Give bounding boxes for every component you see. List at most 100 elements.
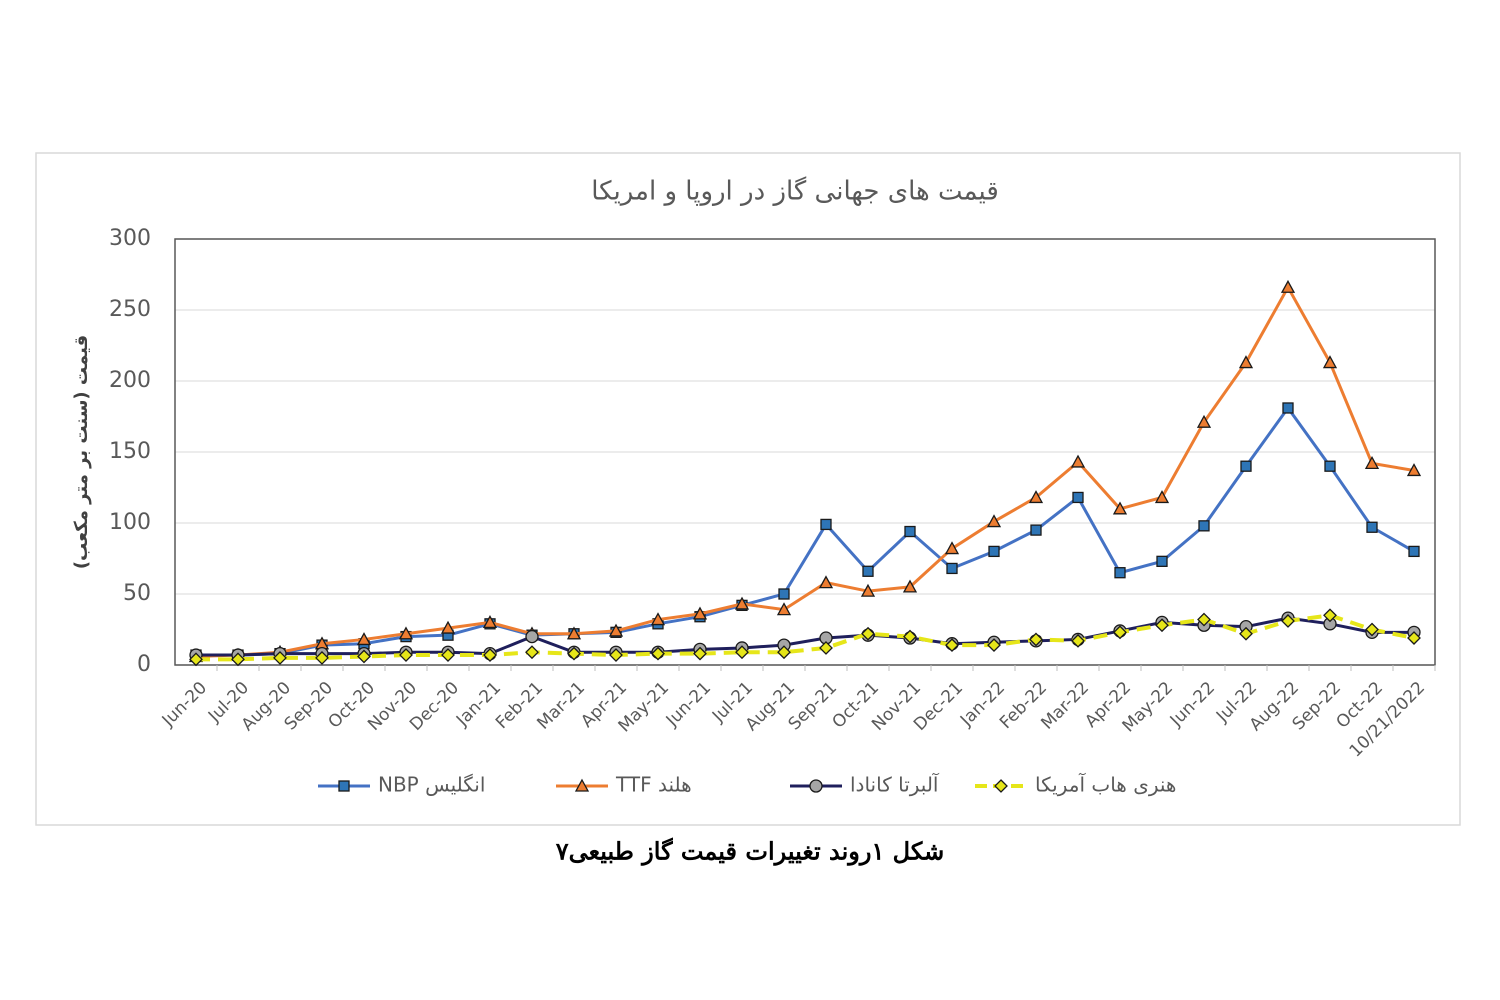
point-marker bbox=[608, 623, 624, 637]
point-marker bbox=[1238, 355, 1254, 369]
point-marker bbox=[1240, 460, 1252, 472]
legend-item: هنری هاب آمریکا bbox=[975, 772, 1176, 797]
point-marker bbox=[946, 562, 958, 575]
point-marker bbox=[357, 649, 371, 664]
point-marker bbox=[1406, 463, 1422, 477]
legend-item: آلبرتا کانادا bbox=[790, 772, 940, 797]
point-marker bbox=[1364, 456, 1380, 470]
series bbox=[188, 279, 1422, 663]
point-marker bbox=[650, 612, 666, 626]
point-marker bbox=[818, 575, 834, 589]
point-marker bbox=[231, 652, 245, 667]
point-marker bbox=[1072, 491, 1084, 504]
point-marker bbox=[1323, 608, 1337, 623]
series-line bbox=[196, 616, 1414, 657]
point-marker bbox=[1239, 626, 1253, 641]
point-marker bbox=[651, 646, 665, 661]
point-marker bbox=[1281, 614, 1295, 628]
point-marker bbox=[1408, 545, 1420, 558]
point-marker bbox=[273, 650, 287, 665]
y-tick-label: 200 bbox=[109, 368, 151, 393]
point-marker bbox=[692, 606, 708, 620]
point-marker bbox=[778, 588, 790, 600]
point-marker bbox=[189, 652, 203, 667]
point-marker bbox=[1366, 521, 1378, 533]
chart-frame bbox=[35, 152, 1461, 826]
point-marker bbox=[1113, 625, 1127, 640]
y-tick-label: 100 bbox=[109, 510, 151, 535]
point-marker bbox=[1156, 555, 1168, 567]
point-marker bbox=[987, 638, 1001, 653]
point-marker bbox=[1322, 355, 1338, 369]
point-marker bbox=[735, 645, 749, 660]
chart-title: قیمت های جهانی گاز در اروپا و امریکا bbox=[591, 176, 999, 207]
legend-item: TTF هلند bbox=[556, 773, 692, 797]
series-line bbox=[196, 613, 1415, 662]
point-marker bbox=[1029, 632, 1043, 647]
point-marker bbox=[860, 583, 876, 597]
point-marker bbox=[525, 629, 539, 644]
point-marker bbox=[398, 626, 414, 640]
point-marker bbox=[945, 638, 959, 653]
point-marker bbox=[994, 779, 1008, 793]
point-marker bbox=[566, 626, 582, 640]
point-marker bbox=[482, 615, 498, 629]
point-marker bbox=[399, 648, 413, 662]
point-marker bbox=[1365, 622, 1379, 637]
point-marker bbox=[988, 545, 1000, 558]
series bbox=[189, 608, 1421, 667]
series-line bbox=[195, 284, 1415, 658]
point-marker bbox=[1071, 633, 1085, 648]
point-marker bbox=[1070, 454, 1086, 468]
y-tick-label: 150 bbox=[109, 439, 151, 464]
point-marker bbox=[904, 525, 916, 538]
point-marker bbox=[903, 629, 917, 644]
y-tick-label: 250 bbox=[109, 297, 151, 322]
legend-item: NBP انگلیس bbox=[318, 773, 485, 797]
point-marker bbox=[1197, 612, 1211, 627]
point-marker bbox=[1155, 618, 1169, 633]
point-marker bbox=[902, 579, 918, 593]
point-marker bbox=[734, 596, 750, 610]
legend-label: هنری هاب آمریکا bbox=[1035, 772, 1176, 797]
point-marker bbox=[574, 778, 590, 792]
point-marker bbox=[567, 646, 581, 661]
y-tick-label: 0 bbox=[137, 652, 151, 677]
point-marker bbox=[809, 779, 823, 793]
point-marker bbox=[819, 641, 833, 655]
point-marker bbox=[986, 514, 1002, 528]
point-marker bbox=[862, 565, 874, 577]
point-marker bbox=[1196, 414, 1212, 428]
figure-caption: شکل ۱روند تغییرات قیمت گاز طبیعی۷ bbox=[555, 837, 944, 867]
point-marker bbox=[609, 648, 623, 662]
point-marker bbox=[1112, 501, 1128, 515]
legend-label: آلبرتا کانادا bbox=[850, 772, 940, 797]
point-marker bbox=[1324, 460, 1336, 472]
y-axis-label: قیمت (سنت بر متر مکعب) bbox=[71, 335, 92, 569]
point-marker bbox=[440, 620, 456, 634]
point-marker bbox=[1028, 490, 1044, 504]
point-marker bbox=[483, 648, 497, 662]
point-marker bbox=[338, 780, 350, 792]
y-tick-label: 300 bbox=[109, 226, 151, 251]
point-marker bbox=[1282, 402, 1294, 414]
point-marker bbox=[777, 645, 791, 660]
point-marker bbox=[315, 650, 329, 665]
point-marker bbox=[1198, 520, 1210, 532]
point-marker bbox=[944, 541, 960, 555]
series-line bbox=[196, 405, 1415, 657]
point-marker bbox=[861, 626, 875, 641]
y-tick-label: 50 bbox=[123, 581, 151, 606]
point-marker bbox=[1114, 567, 1126, 579]
point-marker bbox=[776, 602, 792, 616]
point-marker bbox=[525, 645, 539, 660]
point-marker bbox=[1407, 631, 1421, 645]
point-marker bbox=[1280, 279, 1296, 293]
legend-label: NBP انگلیس bbox=[378, 773, 485, 797]
point-marker bbox=[693, 646, 707, 661]
point-marker bbox=[1030, 524, 1042, 536]
legend-label: TTF هلند bbox=[615, 773, 692, 797]
point-marker bbox=[441, 648, 455, 662]
point-marker bbox=[820, 518, 832, 531]
